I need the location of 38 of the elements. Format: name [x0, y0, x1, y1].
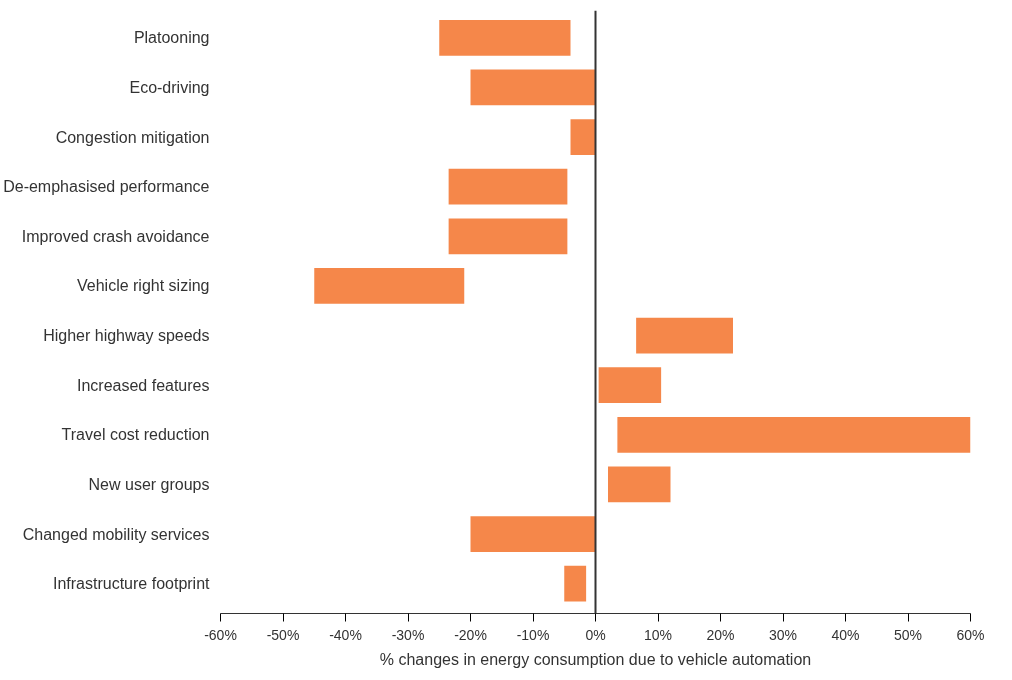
y-tick-label: Eco-driving — [129, 78, 210, 96]
x-tick-label: -40% — [329, 626, 362, 643]
x-tick-label: 50% — [893, 626, 923, 643]
bar — [470, 69, 596, 106]
bar — [448, 168, 568, 205]
y-tick-label: Changed mobility services — [22, 525, 210, 543]
bar — [564, 565, 587, 602]
x-tick-label: -30% — [391, 626, 425, 643]
x-tick-label: -20% — [454, 626, 487, 643]
x-tick-label: 60% — [956, 626, 985, 643]
y-tick-label: Infrastructure footprint — [52, 575, 211, 593]
x-tick-label: -50% — [266, 626, 300, 643]
bar — [448, 218, 568, 255]
y-tick-label: Platooning — [133, 29, 210, 47]
bar — [608, 466, 671, 503]
y-tick-label: New user groups — [88, 475, 210, 493]
x-tick-label: 30% — [768, 626, 798, 643]
bar — [598, 367, 662, 404]
x-axis-title: % changes in energy consumption due to vehicle automation — [379, 650, 812, 668]
y-tick-label: Congestion mitigation — [55, 128, 210, 146]
x-tick-label: 40% — [831, 626, 860, 643]
bar — [470, 516, 596, 552]
x-tick-label: -10% — [516, 626, 550, 643]
bar — [636, 317, 733, 354]
bar — [439, 19, 571, 56]
y-tick-label: Vehicle right sizing — [76, 277, 210, 295]
bar — [570, 119, 596, 155]
x-tick-label: 10% — [643, 626, 673, 643]
y-tick-label: Increased features — [76, 376, 210, 394]
bar — [617, 416, 971, 453]
y-tick-label: Higher highway speeds — [43, 327, 210, 345]
bar — [314, 268, 465, 304]
y-tick-label: De-emphasised performance — [3, 178, 210, 196]
x-tick-label: 20% — [706, 626, 735, 643]
x-tick-label: -60% — [204, 626, 237, 643]
y-tick-label: Travel cost reduction — [61, 426, 210, 444]
y-tick-label: Improved crash avoidance — [21, 227, 210, 245]
x-tick-label: 0% — [585, 626, 606, 643]
